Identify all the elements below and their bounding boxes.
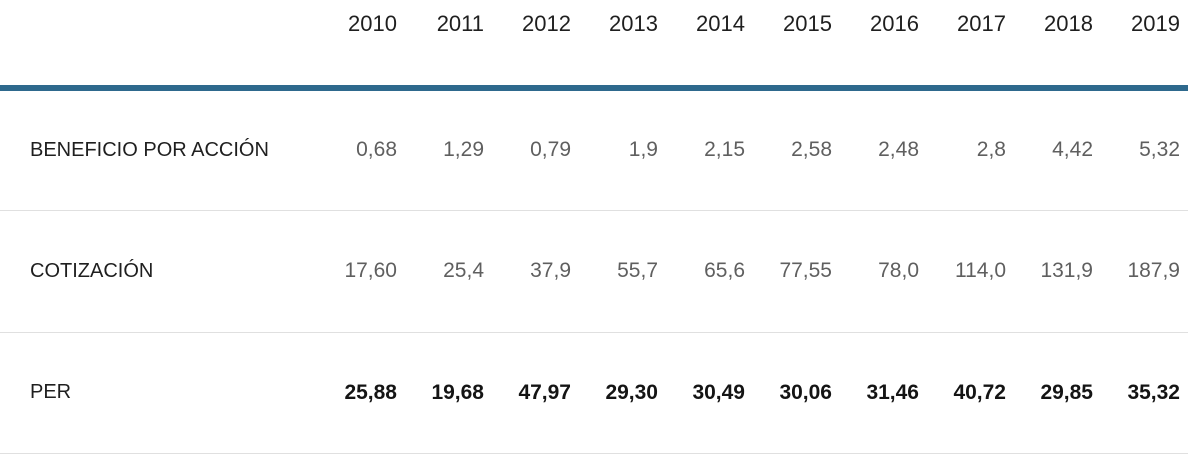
cell-per-2014: 30,49 (658, 332, 745, 454)
cell-cotizacion-2014: 65,6 (658, 210, 745, 333)
cell-cotizacion-2019: 187,9 (1093, 210, 1188, 333)
row-label-per: PER (0, 332, 310, 454)
year-header-2012: 2012 (484, 0, 571, 91)
year-header-2014: 2014 (658, 0, 745, 91)
table-row-per: PER 25,88 19,68 47,97 29,30 30,49 30,06 … (0, 332, 1188, 454)
cell-cotizacion-2018: 131,9 (1006, 210, 1093, 333)
cell-beneficio-2012: 0,79 (484, 88, 571, 211)
row-label-beneficio-por-accion: BENEFICIO POR ACCIÓN (0, 88, 310, 211)
year-header-2019: 2019 (1093, 0, 1188, 91)
cell-beneficio-2016: 2,48 (832, 88, 919, 211)
year-header-2017: 2017 (919, 0, 1006, 91)
cell-cotizacion-2013: 55,7 (571, 210, 658, 333)
cell-beneficio-2014: 2,15 (658, 88, 745, 211)
cell-per-2015: 30,06 (745, 332, 832, 454)
per-history-table: 2010 2011 2012 2013 2014 2015 2016 2017 … (0, 0, 1188, 454)
cell-per-2012: 47,97 (484, 332, 571, 454)
cell-cotizacion-2016: 78,0 (832, 210, 919, 333)
year-header-2015: 2015 (745, 0, 832, 91)
year-header-2018: 2018 (1006, 0, 1093, 91)
cell-beneficio-2013: 1,9 (571, 88, 658, 211)
cell-per-2013: 29,30 (571, 332, 658, 454)
row-label-column-header (0, 0, 310, 91)
cell-cotizacion-2015: 77,55 (745, 210, 832, 333)
table-row-cotizacion: COTIZACIÓN 17,60 25,4 37,9 55,7 65,6 77,… (0, 210, 1188, 333)
cell-beneficio-2011: 1,29 (397, 88, 484, 211)
year-header-2016: 2016 (832, 0, 919, 91)
year-header-2013: 2013 (571, 0, 658, 91)
header-row: 2010 2011 2012 2013 2014 2015 2016 2017 … (0, 0, 1188, 91)
cell-per-2010: 25,88 (310, 332, 397, 454)
cell-per-2019: 35,32 (1093, 332, 1188, 454)
year-header-2010: 2010 (310, 0, 397, 91)
table-row-beneficio-por-accion: BENEFICIO POR ACCIÓN 0,68 1,29 0,79 1,9 … (0, 88, 1188, 211)
row-label-cotizacion: COTIZACIÓN (0, 210, 310, 333)
cell-beneficio-2017: 2,8 (919, 88, 1006, 211)
cell-per-2017: 40,72 (919, 332, 1006, 454)
cell-cotizacion-2017: 114,0 (919, 210, 1006, 333)
cell-beneficio-2019: 5,32 (1093, 88, 1188, 211)
cell-per-2018: 29,85 (1006, 332, 1093, 454)
year-header-2011: 2011 (397, 0, 484, 91)
cell-beneficio-2018: 4,42 (1006, 88, 1093, 211)
cell-per-2016: 31,46 (832, 332, 919, 454)
cell-cotizacion-2011: 25,4 (397, 210, 484, 333)
cell-beneficio-2010: 0,68 (310, 88, 397, 211)
cell-per-2011: 19,68 (397, 332, 484, 454)
cell-cotizacion-2010: 17,60 (310, 210, 397, 333)
cell-beneficio-2015: 2,58 (745, 88, 832, 211)
cell-cotizacion-2012: 37,9 (484, 210, 571, 333)
